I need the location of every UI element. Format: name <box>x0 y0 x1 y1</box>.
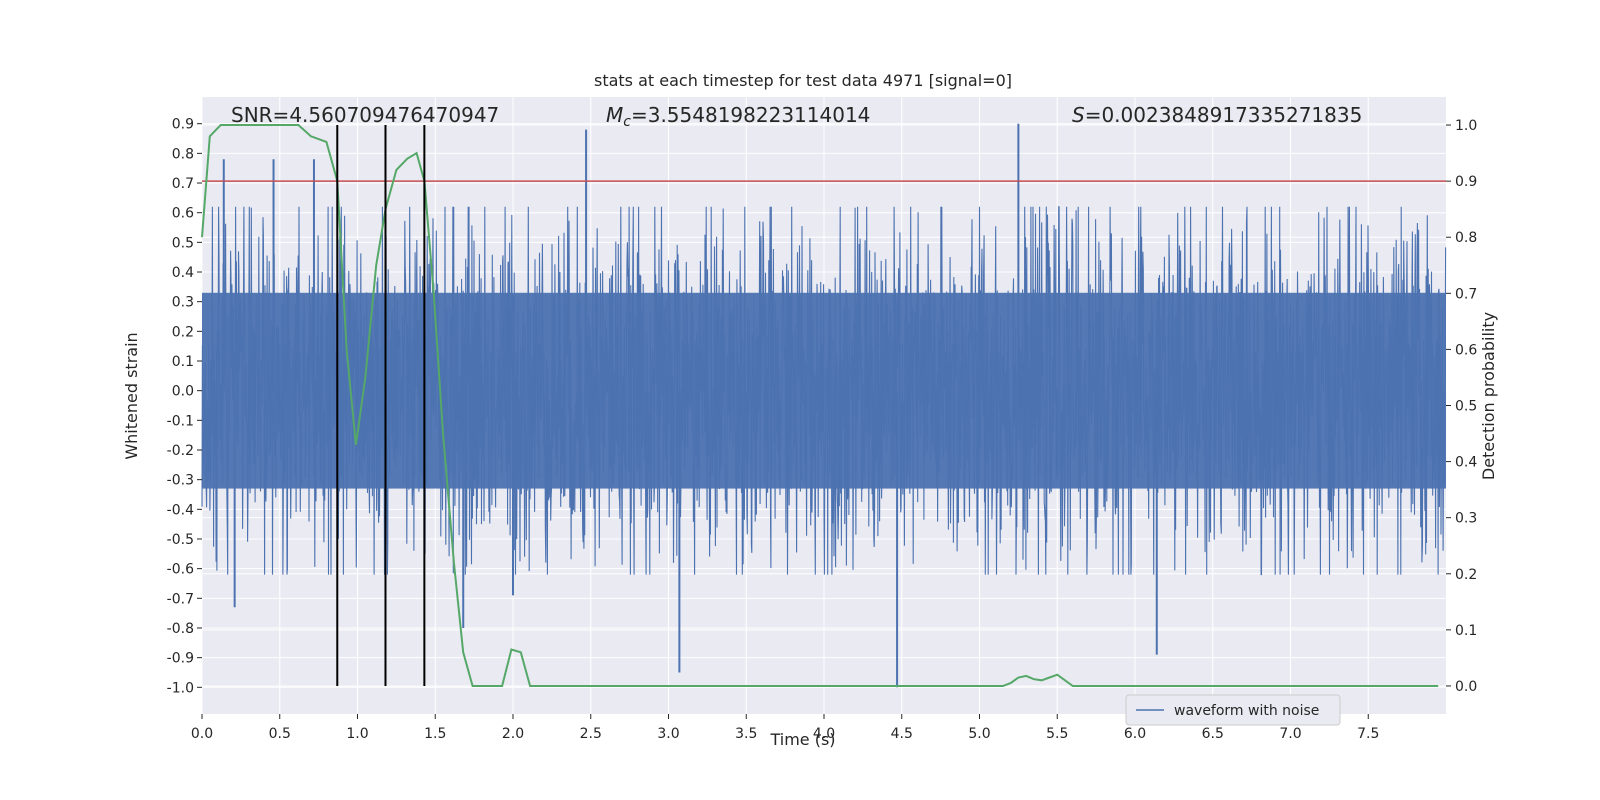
x-axis-label: Time (s) <box>769 730 835 749</box>
legend-box <box>1125 694 1341 726</box>
y-left-tick-label: -0.4 <box>167 502 194 518</box>
legend-label-waveform: waveform with noise <box>1174 703 1319 719</box>
x-tick-label: 3.0 <box>657 726 679 742</box>
y-left-tick-label: 0.6 <box>172 206 194 222</box>
vertical-markers <box>336 125 426 686</box>
y-left-tick-label: 0.2 <box>172 324 194 340</box>
y-right-tick-label: 0.9 <box>1455 174 1477 190</box>
x-tick-label: 1.0 <box>346 726 368 742</box>
y-left-tick-label: -0.9 <box>167 651 194 667</box>
x-tick-label: 3.5 <box>735 726 757 742</box>
y-left-tick-label: -0.1 <box>167 413 194 429</box>
snr-annotation: SNR=4.560709476470947 <box>231 103 499 127</box>
x-tick-label: 2.5 <box>580 726 602 742</box>
y-right-axis-label: Detection probability <box>1479 312 1498 480</box>
y-left-tick-label: 0.1 <box>172 354 194 370</box>
y-left-tick-label: 0.0 <box>172 384 194 400</box>
y-left-tick-label: 0.9 <box>172 117 194 133</box>
x-tick-label: 6.0 <box>1124 726 1146 742</box>
x-tick-label: 0.5 <box>269 726 291 742</box>
y-left-axis-label: Whitened strain <box>122 332 141 459</box>
y-right-axis-ticks: 1.0 0.9 0.8 0.7 0.6 0.5 0.4 0.3 0.2 0.1 0.0 <box>1446 118 1477 695</box>
y-right-tick-label: 0.4 <box>1455 455 1477 471</box>
chirp-mass-annotation: Mc=3.5548198223114014 <box>606 103 870 130</box>
y-right-tick-label: 0.5 <box>1455 399 1477 415</box>
x-axis-ticks: 0.0 0.5 1.0 1.5 2.0 2.5 3.0 3.5 4.0 4.5 5.0 5.5 6.0 6… <box>191 714 1379 742</box>
y-left-axis-ticks: 0.9 0.8 0.7 0.6 0.5 0.4 0.3 0.2 0.1 0.0 -0.1 -0.2 -0… <box>167 117 202 696</box>
y-left-tick-label: 0.5 <box>172 235 194 251</box>
waveform-series <box>201 123 1447 688</box>
probability-line <box>201 124 1439 687</box>
y-right-tick-label: 0.1 <box>1455 623 1477 639</box>
y-right-tick-label: 1.0 <box>1455 118 1477 134</box>
y-left-tick-label: -0.3 <box>167 473 194 489</box>
x-tick-label: 2.0 <box>502 726 524 742</box>
x-tick-label: 5.0 <box>968 726 990 742</box>
y-right-tick-label: 0.7 <box>1455 286 1477 302</box>
legend: waveform with noise <box>1125 694 1341 726</box>
y-left-tick-label: -0.8 <box>167 621 194 637</box>
y-right-tick-label: 0.3 <box>1455 511 1477 527</box>
y-left-tick-label: -0.6 <box>167 562 194 578</box>
y-left-tick-label: 0.3 <box>172 295 194 311</box>
y-right-tick-label: 0.8 <box>1455 230 1477 246</box>
x-tick-label: 4.5 <box>891 726 913 742</box>
x-tick-label: 0.0 <box>191 726 213 742</box>
y-left-tick-label: 0.4 <box>172 265 194 281</box>
x-tick-label: 6.5 <box>1202 726 1224 742</box>
y-right-tick-label: 0.2 <box>1455 567 1477 583</box>
y-left-tick-label: -0.5 <box>167 532 194 548</box>
chart-title: stats at each timestep for test data 497… <box>594 71 1012 90</box>
x-tick-label: 7.0 <box>1279 726 1301 742</box>
y-right-tick-label: 0.6 <box>1455 342 1477 358</box>
y-left-tick-label: 0.8 <box>172 146 194 162</box>
y-right-tick-label: 0.0 <box>1455 679 1477 695</box>
x-tick-label: 7.5 <box>1357 726 1379 742</box>
waveform-core-band <box>202 292 1446 489</box>
x-tick-label: 5.5 <box>1046 726 1068 742</box>
y-left-tick-label: -0.2 <box>167 443 194 459</box>
y-left-tick-label: 0.7 <box>172 176 194 192</box>
y-left-tick-label: -0.7 <box>167 591 194 607</box>
x-tick-label: 4.0 <box>813 726 835 742</box>
x-tick-label: 1.5 <box>424 726 446 742</box>
probability-series <box>201 124 1439 687</box>
y-left-tick-label: -1.0 <box>167 680 194 696</box>
statistic-annotation: S=0.0023848917335271835 <box>1072 103 1362 127</box>
